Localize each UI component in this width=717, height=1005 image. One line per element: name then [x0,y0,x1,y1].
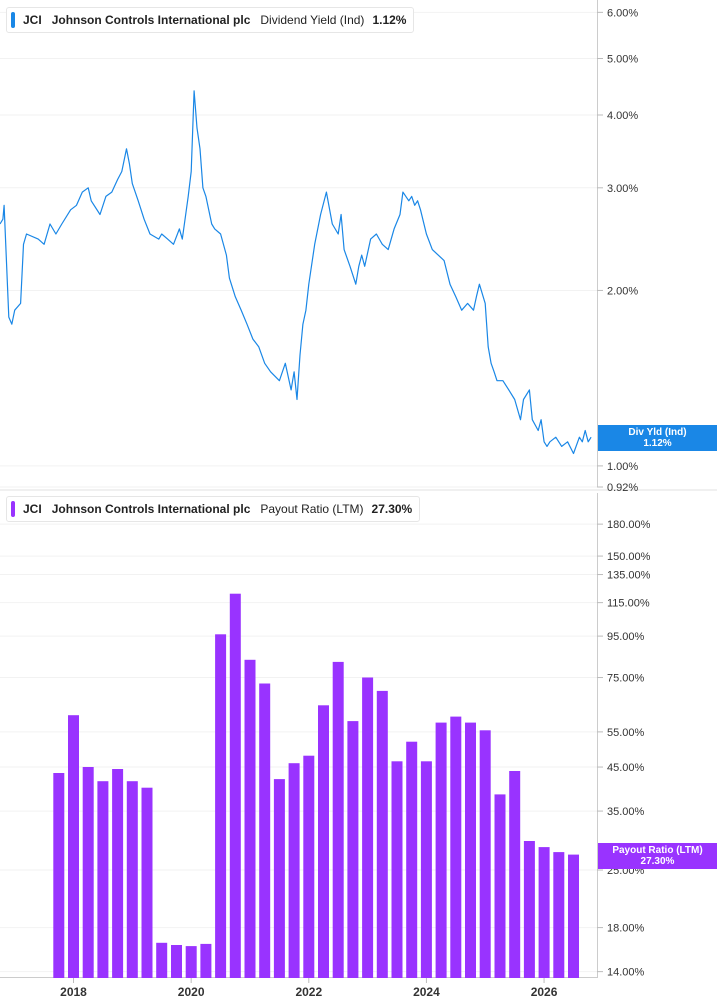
bottom-y-tick-label: 135.00% [607,570,651,582]
payout-bar [465,722,476,978]
top-y-tick-label: 5.00% [607,54,638,66]
payout-bar [420,761,432,978]
payout-bar [68,715,79,978]
dividend-yield-line [0,90,592,455]
top-legend-company: Johnson Controls International plc [51,13,251,27]
bottom-legend-company: Johnson Controls International plc [51,502,251,516]
payout-bar [450,716,462,978]
payout-bar [479,730,491,978]
payout-bar [391,761,403,978]
payout-bar [244,659,256,978]
payout-bar [200,943,212,978]
x-tick-label: 2024 [413,985,440,999]
div-yield-tag-label: Div Yld (Ind) [628,427,687,439]
x-axis-ticks: 2018 2020 2022 2024 2026 [60,978,558,999]
payout-bar [568,854,579,978]
payout-bar [538,847,550,978]
payout-bar [97,781,109,978]
payout-bar [318,705,329,978]
top-y-tick-label: 6.00% [607,7,638,19]
payout-bar [185,946,197,978]
payout-tag-value: 27.30% [640,855,675,867]
payout-bar [156,942,168,978]
payout-bar [347,721,359,978]
payout-bar [303,755,315,978]
x-tick-label: 2020 [178,985,205,999]
top-y-ticks: 6.00% 5.00% 4.00% 3.00% 2.00% 1.00% 0.92% [597,7,638,494]
bottom-y-tick-label: 95.00% [607,631,645,643]
x-tick-label: 2026 [531,985,558,999]
payout-bar [494,794,506,978]
top-y-tick-label: 2.00% [607,285,638,297]
bottom-y-tick-label: 35.00% [607,806,645,818]
payout-bar [112,769,124,978]
bottom-legend-ticker: JCI [23,502,42,516]
bottom-legend: JCI Johnson Controls International plc P… [6,496,421,522]
payout-bar [376,690,388,978]
payout-ratio-value-tag: Payout Ratio (LTM) 27.30% [598,842,717,869]
bottom-y-tick-label: 55.00% [607,727,645,739]
bottom-y-tick-label: 180.00% [607,519,651,531]
x-tick-label: 2022 [295,985,322,999]
payout-bar [171,945,182,978]
payout-tag-label: Payout Ratio (LTM) [612,844,703,856]
payout-bar [273,779,285,978]
bottom-legend-metric: Payout Ratio (LTM) [260,502,364,516]
bottom-y-tick-label: 75.00% [607,673,645,685]
bottom-y-tick-label: 115.00% [607,598,650,610]
top-gridlines [0,11,597,488]
top-legend-metric: Dividend Yield (Ind) [260,13,365,27]
div-yield-tag-value: 1.12% [643,438,672,450]
x-tick-label: 2018 [60,985,87,999]
top-legend-ticker: JCI [23,13,42,27]
top-y-tick-label: 4.00% [607,110,638,122]
payout-bar [288,763,300,978]
bottom-y-tick-label: 18.00% [607,923,645,935]
payout-bar [82,767,94,978]
bottom-y-tick-label: 14.00% [607,967,645,979]
top-legend-swatch [11,12,15,28]
top-y-tick-label: 0.92% [607,482,638,494]
payout-bar [406,741,418,978]
top-y-tick-label: 1.00% [607,461,638,473]
payout-bar [215,634,227,978]
div-yield-value-tag: Div Yld (Ind) 1.12% [598,425,717,452]
payout-bar [332,661,344,978]
top-legend: JCI Johnson Controls International plc D… [6,7,415,33]
payout-bar [141,787,153,978]
bottom-y-tick-label: 150.00% [607,551,651,563]
payout-bar [53,773,65,978]
bottom-y-ticks: 180.00% 150.00% 135.00% 115.00% 95.00% 75.00%… [597,519,651,979]
bottom-y-tick-label: 45.00% [607,762,645,774]
bottom-legend-value: 27.30% [371,502,413,516]
payout-bar [126,781,138,978]
top-legend-value: 1.12% [372,13,407,27]
payout-bar [259,683,271,978]
bottom-legend-swatch [11,501,15,517]
payout-bar [229,593,241,978]
payout-bar [553,852,565,978]
payout-bar [523,841,535,978]
payout-bar [435,722,447,978]
payout-bar [362,677,374,978]
payout-bar [509,771,521,978]
top-y-tick-label: 3.00% [607,183,638,195]
payout-ratio-bars [53,593,579,978]
